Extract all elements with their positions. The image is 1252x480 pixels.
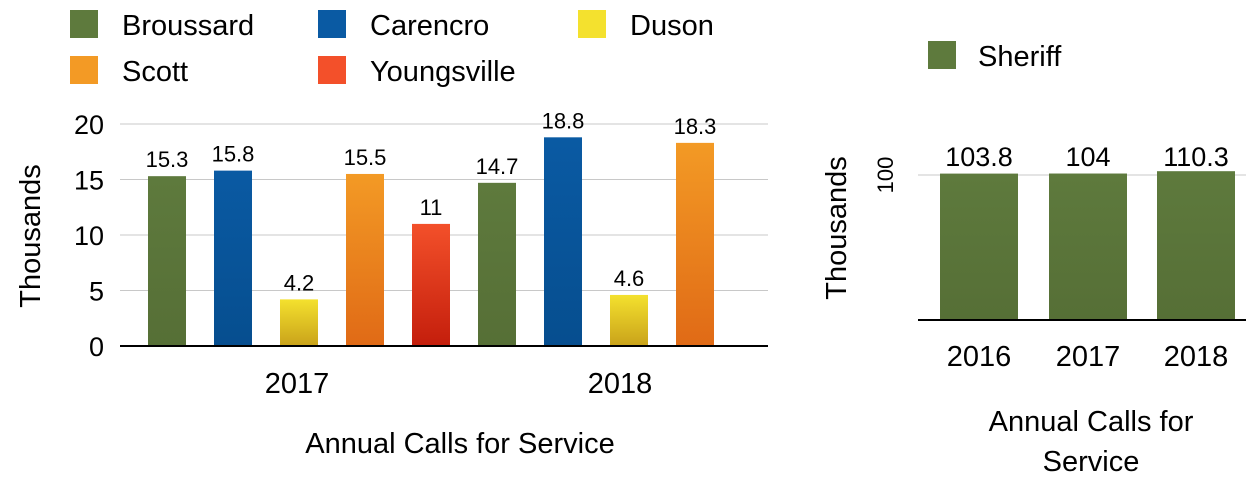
data-label-duson-2018: 4.6 [614,266,645,291]
bar-carencro-2017 [214,170,252,346]
y-tick-label: 5 [89,277,104,307]
bar-sheriff-2017 [1049,173,1127,320]
right-bars [940,171,1235,320]
data-label-scott-2018: 18.3 [674,114,717,139]
data-label-scott-2017: 15.5 [344,145,387,170]
legend-label-sheriff: Sheriff [978,41,1062,73]
x-tick-label-2018: 2018 [588,368,653,400]
y-tick-label: 100 [873,157,898,194]
bar-sheriff-2016 [940,173,1018,320]
bar-youngsville-2017 [412,223,450,346]
bar-broussard-2017 [148,176,186,346]
legend-label-carencro: Carencro [370,10,489,42]
left-legend: Broussard Carencro Duson Scott Youngsville [70,10,714,88]
legend-swatch-broussard [70,10,98,38]
y-tick-label: 10 [74,221,104,251]
right-x-axis-title-line2: Service [1043,446,1140,478]
data-label-sheriff-2018: 110.3 [1163,142,1229,172]
data-label-duson-2017: 4.2 [284,270,315,295]
right-legend: Sheriff [928,41,1062,73]
data-label-sheriff-2017: 104 [1065,142,1110,172]
chart-right: Sheriff 100 103.8 104 110.3 2016 2017 2018 T… [821,41,1246,478]
data-label-carencro-2018: 18.8 [542,108,585,133]
bar-scott-2017 [346,173,384,346]
x-tick-label-2017: 2017 [265,368,330,400]
right-y-axis-title: Thousands [821,156,853,300]
y-tick-label: 20 [74,110,104,140]
bar-duson-2017 [280,299,318,346]
y-tick-label: 15 [74,166,104,196]
legend-swatch-carencro [318,10,346,38]
x-tick-label-2016: 2016 [947,341,1012,373]
right-data-labels: 103.8 104 110.3 [945,142,1229,172]
left-data-labels: 15.3 15.8 4.2 15.5 11 14.7 18.8 4.6 18.3 [146,108,717,295]
left-x-tick-labels: 2017 2018 [265,368,653,400]
left-y-axis-title: Thousands [15,164,47,308]
y-tick-label: 0 [89,332,104,362]
data-label-youngsville-2017: 11 [420,195,443,220]
legend-swatch-duson [578,10,606,38]
right-x-axis-title: Annual Calls for [989,406,1194,438]
legend-swatch-youngsville [318,56,346,84]
bar-scott-2018 [676,142,714,346]
data-label-broussard-2017: 15.3 [146,147,189,172]
data-label-broussard-2018: 14.7 [476,154,519,179]
data-label-sheriff-2016: 103.8 [945,142,1013,172]
left-x-axis-title: Annual Calls for Service [305,428,614,460]
bar-sheriff-2018 [1157,171,1235,320]
right-x-tick-labels: 2016 2017 2018 [947,341,1229,373]
right-y-tick-labels: 100 [873,157,898,194]
bar-broussard-2018 [478,182,516,346]
legend-label-duson: Duson [630,10,714,42]
legend-label-scott: Scott [122,56,188,88]
bar-carencro-2018 [544,137,582,346]
legend-swatch-sheriff [928,41,956,69]
x-tick-label-2018: 2018 [1164,341,1229,373]
legend-label-youngsville: Youngsville [370,56,516,88]
legend-swatch-scott [70,56,98,84]
chart-left: Broussard Carencro Duson Scott Youngsville 0… [15,10,768,460]
x-tick-label-2017: 2017 [1056,341,1121,373]
left-bars [148,137,714,346]
legend-label-broussard: Broussard [122,10,254,42]
bar-duson-2018 [610,294,648,346]
left-y-tick-labels: 0 5 10 15 20 [74,110,104,362]
data-label-carencro-2017: 15.8 [212,142,255,167]
